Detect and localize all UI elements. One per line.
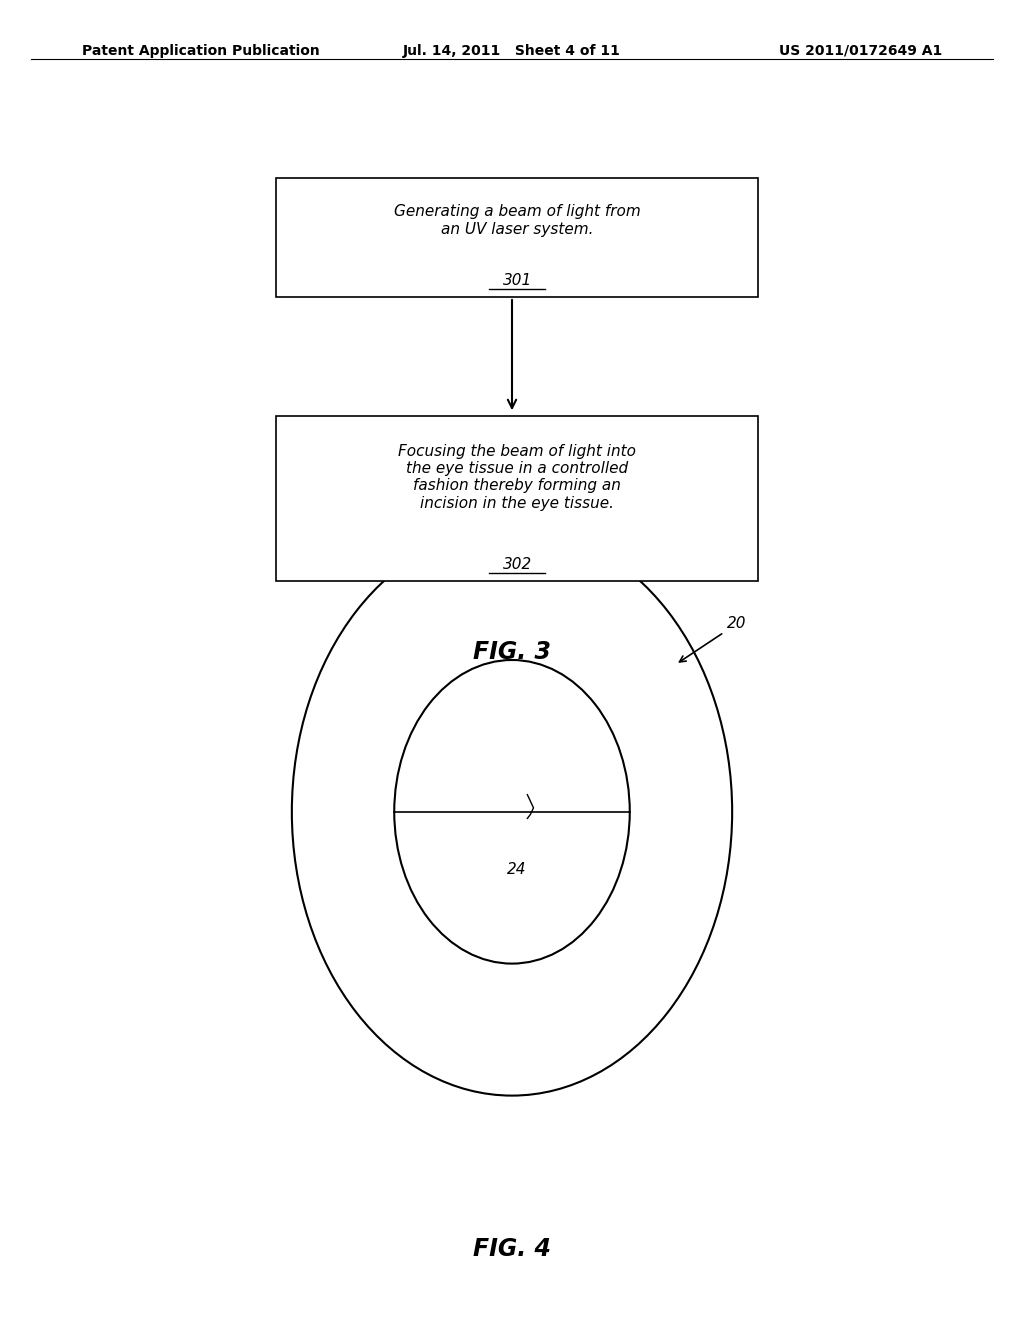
Text: Patent Application Publication: Patent Application Publication xyxy=(82,44,319,58)
Text: Focusing the beam of light into
the eye tissue in a controlled
fashion thereby f: Focusing the beam of light into the eye … xyxy=(398,444,636,511)
Text: 24: 24 xyxy=(507,862,527,876)
Text: US 2011/0172649 A1: US 2011/0172649 A1 xyxy=(779,44,942,58)
Text: 20: 20 xyxy=(680,616,746,661)
Text: FIG. 4: FIG. 4 xyxy=(473,1237,551,1261)
FancyBboxPatch shape xyxy=(276,416,758,581)
Text: Generating a beam of light from
an UV laser system.: Generating a beam of light from an UV la… xyxy=(394,205,640,236)
Text: Jul. 14, 2011   Sheet 4 of 11: Jul. 14, 2011 Sheet 4 of 11 xyxy=(403,44,621,58)
FancyBboxPatch shape xyxy=(276,178,758,297)
Text: 302: 302 xyxy=(503,557,531,572)
Text: 301: 301 xyxy=(503,273,531,288)
Text: FIG. 3: FIG. 3 xyxy=(473,640,551,664)
